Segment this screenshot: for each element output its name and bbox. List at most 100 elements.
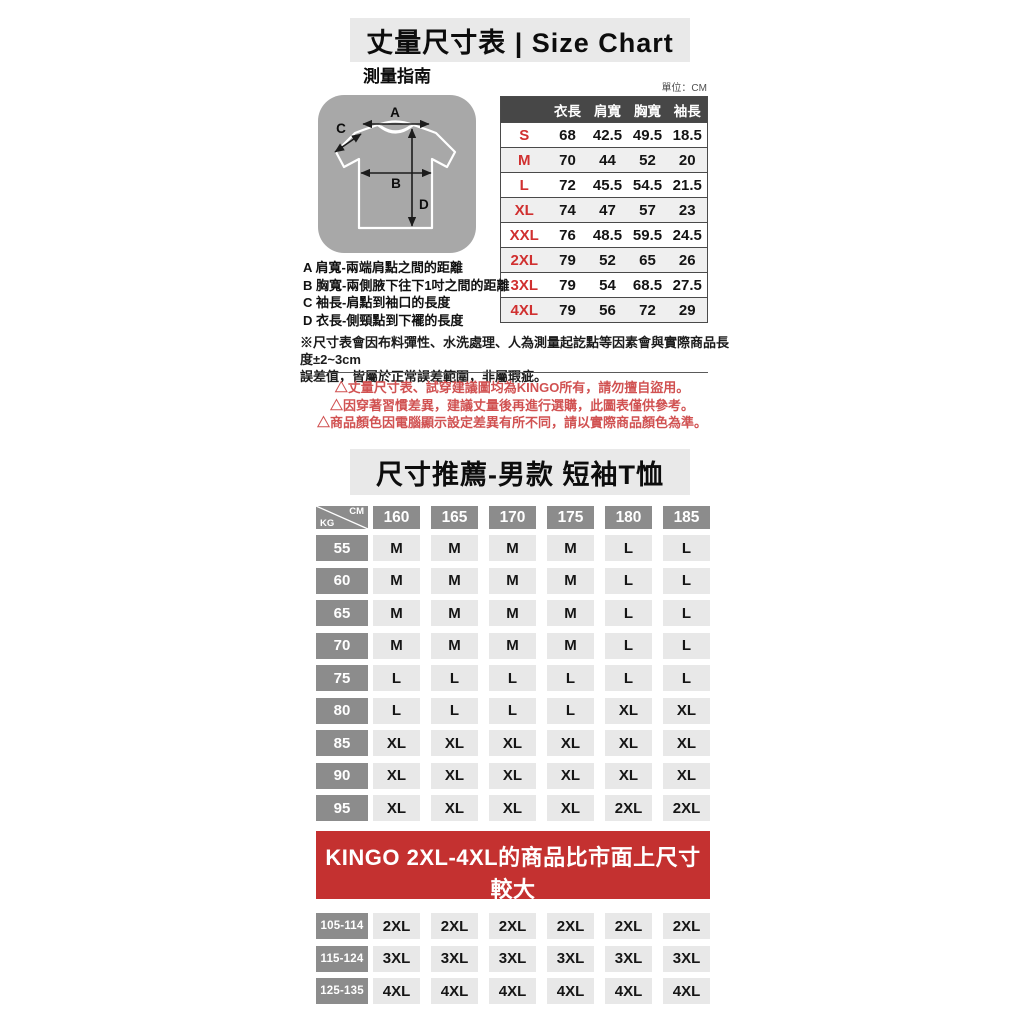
- weight-label: 65: [316, 600, 368, 626]
- size-cell: XL: [605, 697, 652, 724]
- weight-label: 95: [316, 795, 368, 821]
- cell: 42.5: [592, 126, 623, 144]
- size-cell: L: [663, 665, 710, 691]
- size-cell: XL: [431, 730, 478, 756]
- size-cell: M: [373, 567, 420, 594]
- size-cell: 4XL: [431, 978, 478, 1004]
- size-cell: 4XL: [373, 978, 420, 1004]
- size-cell: 2XL: [489, 913, 536, 939]
- col-header: 袖長: [673, 103, 701, 119]
- size-label: XL: [514, 201, 534, 219]
- matrix-row: 85 XL XL XL XL XL XL: [316, 730, 710, 756]
- size-table-header-row: 衣長 肩寬 胸寬 袖長: [500, 96, 708, 123]
- cell: 79: [559, 276, 576, 294]
- size-cell: 3XL: [373, 945, 420, 972]
- size-label: 3XL: [510, 276, 538, 294]
- size-cell: 3XL: [663, 945, 710, 972]
- size-cell: XL: [663, 730, 710, 756]
- cell: 68.5: [632, 276, 663, 294]
- size-cell: XL: [489, 730, 536, 756]
- size-cell: M: [431, 632, 478, 659]
- cell: 45.5: [592, 176, 623, 194]
- size-cell: 2XL: [547, 913, 594, 939]
- warning-line: △丈量尺寸表、試穿建議圖均為KINGO所有，請勿擅自盜用。: [334, 380, 690, 395]
- size-cell: M: [373, 632, 420, 659]
- weight-label: 85: [316, 730, 368, 756]
- weight-label: 90: [316, 762, 368, 789]
- matrix-row: 125-135 4XL 4XL 4XL 4XL 4XL 4XL: [316, 978, 710, 1004]
- col-header: 胸寬: [634, 103, 661, 119]
- size-cell: 2XL: [663, 913, 710, 939]
- note-a: A 肩寬-兩端肩點之間的距離: [303, 260, 463, 275]
- matrix-row: 115-124 3XL 3XL 3XL 3XL 3XL 3XL: [316, 945, 710, 972]
- cell: 20: [678, 151, 696, 169]
- size-cell: M: [547, 535, 594, 561]
- plus-size-table: 105-114 2XL 2XL 2XL 2XL 2XL 2XL 115-124 3XL 3X…: [316, 913, 710, 1011]
- size-cell: 4XL: [605, 978, 652, 1004]
- size-cell: 2XL: [605, 795, 652, 821]
- table-row: S 68 42.5 49.5 18.5: [500, 123, 708, 148]
- size-cell: L: [605, 535, 652, 561]
- cell: 72: [639, 301, 656, 319]
- recommendation-title: 尺寸推薦-男款 短袖T恤: [350, 449, 690, 495]
- size-label: 2XL: [510, 251, 538, 269]
- size-cell: XL: [547, 730, 594, 756]
- size-cell: L: [605, 600, 652, 626]
- size-cell: L: [489, 665, 536, 691]
- diagonal-line: [316, 506, 368, 529]
- size-cell: 2XL: [431, 913, 478, 939]
- matrix-row: 90 XL XL XL XL XL XL: [316, 762, 710, 789]
- measure-notes: A 肩寬-兩端肩點之間的距離 B 胸寬-兩側腋下往下1吋之間的距離 C 袖長-肩…: [303, 259, 510, 329]
- size-label: M: [518, 151, 531, 169]
- table-row: L 72 45.5 54.5 21.5: [500, 173, 708, 198]
- cell: 79: [559, 251, 576, 269]
- size-cell: 2XL: [663, 795, 710, 821]
- cell: 56: [599, 301, 616, 319]
- cell: 44: [599, 151, 616, 169]
- note-b: B 胸寬-兩側腋下往下1吋之間的距離: [303, 277, 510, 293]
- cell: 29: [678, 301, 696, 319]
- cell: 21.5: [672, 176, 702, 194]
- axis-kg-label: KG: [320, 518, 335, 529]
- size-cell: 3XL: [547, 945, 594, 972]
- size-table: 衣長 肩寬 胸寬 袖長 S 68 42.5 49.5 18.5 M 70 44 52 20 L 7…: [500, 96, 708, 323]
- table-row: 2XL 79 52 65 26: [500, 247, 708, 273]
- size-cell: L: [605, 632, 652, 659]
- size-cell: 3XL: [489, 945, 536, 972]
- matrix-row: 80 L L L L XL XL: [316, 697, 710, 724]
- matrix-header-row: CM KG 160 165 170 175 180 185: [316, 506, 710, 529]
- note-c: C 袖長-肩點到袖口的長度: [303, 295, 451, 310]
- height-header: 170: [489, 506, 536, 529]
- tshirt-measure-diagram: A B C D: [318, 95, 476, 253]
- height-header: 175: [547, 506, 594, 529]
- weight-range-label: 115-124: [316, 945, 368, 972]
- weight-label: 80: [316, 697, 368, 724]
- cell: 79: [559, 301, 576, 319]
- size-cell: M: [489, 632, 536, 659]
- weight-label: 70: [316, 632, 368, 659]
- size-cell: 3XL: [431, 945, 478, 972]
- size-cell: L: [431, 665, 478, 691]
- size-cell: M: [489, 535, 536, 561]
- size-cell: XL: [663, 762, 710, 789]
- cell: 52: [639, 151, 656, 169]
- axis-cm-label: CM: [349, 506, 364, 517]
- cell: 68: [559, 126, 576, 144]
- size-cell: XL: [431, 762, 478, 789]
- size-cell: XL: [605, 730, 652, 756]
- size-cell: M: [489, 600, 536, 626]
- size-cell: XL: [431, 795, 478, 821]
- arrow-c-sleeve: [334, 133, 362, 153]
- table-row: 3XL 79 54 68.5 27.5: [500, 273, 708, 298]
- size-cell: XL: [547, 762, 594, 789]
- size-cell: 2XL: [605, 913, 652, 939]
- weight-range-label: 125-135: [316, 978, 368, 1004]
- size-cell: 3XL: [605, 945, 652, 972]
- cell: 65: [639, 251, 656, 269]
- size-cell: L: [663, 535, 710, 561]
- weight-label: 60: [316, 567, 368, 594]
